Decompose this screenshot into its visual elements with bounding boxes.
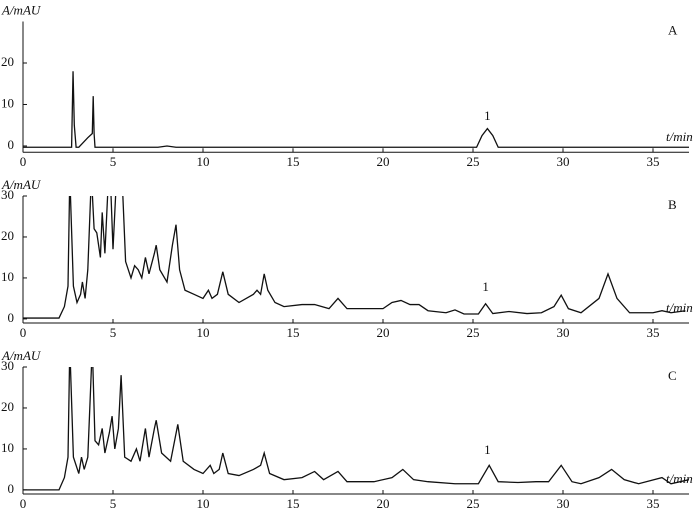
panel: 0 10 20 0 5 10 15 20 25 30 35 A/mAU t/min A 1 xyxy=(1,2,693,169)
x-tick-label: 15 xyxy=(287,325,300,340)
y-tick-label: 30 xyxy=(1,358,14,373)
y-tick-label: 0 xyxy=(8,310,15,325)
x-tick-label: 15 xyxy=(287,154,300,169)
x-tick-label: 10 xyxy=(197,496,210,511)
y-tick-label: 20 xyxy=(1,399,14,414)
x-tick-label: 20 xyxy=(377,496,390,511)
x-tick-label: 35 xyxy=(647,496,660,511)
x-axis-label: t/min xyxy=(666,129,693,144)
x-tick-label: 5 xyxy=(110,496,117,511)
panel: 0 10 20 30 0 5 10 15 20 25 30 35 A/mAU t/min C 1 xyxy=(1,348,693,511)
x-tick-label: 5 xyxy=(110,325,117,340)
panel-label: C xyxy=(668,368,677,383)
panel: 0 10 20 30 0 5 10 15 20 25 30 35 A/mAU t/min B 1 xyxy=(1,177,693,340)
y-tick-label: 30 xyxy=(1,187,14,202)
trace xyxy=(23,367,689,491)
x-tick-label: 15 xyxy=(287,496,300,511)
peak-annotation: 1 xyxy=(484,442,491,457)
trace xyxy=(23,71,689,148)
x-tick-label: 35 xyxy=(647,154,660,169)
y-axis-label: A/mAU xyxy=(1,177,42,192)
peak-annotation: 1 xyxy=(484,108,491,123)
x-tick-label: 30 xyxy=(557,496,570,511)
x-tick-label: 20 xyxy=(377,154,390,169)
panel-label: A xyxy=(668,22,678,37)
x-tick-label: 25 xyxy=(467,154,480,169)
x-tick-label: 25 xyxy=(467,325,480,340)
x-tick-label: 10 xyxy=(197,325,210,340)
x-tick-label: 0 xyxy=(20,325,27,340)
x-axis-label: t/min xyxy=(666,471,693,486)
y-tick-label: 0 xyxy=(8,137,15,152)
x-tick-label: 30 xyxy=(557,154,570,169)
y-tick-label: 0 xyxy=(8,481,15,496)
x-tick-label: 10 xyxy=(197,154,210,169)
x-axis-label: t/min xyxy=(666,300,693,315)
panel-label: B xyxy=(668,197,677,212)
y-axis-label: A/mAU xyxy=(1,348,42,363)
y-tick-label: 20 xyxy=(1,228,14,243)
x-tick-label: 0 xyxy=(20,496,27,511)
y-axis-label: A/mAU xyxy=(1,2,42,17)
x-tick-label: 20 xyxy=(377,325,390,340)
y-tick-label: 20 xyxy=(1,54,14,69)
trace xyxy=(23,196,686,319)
y-tick-label: 10 xyxy=(1,95,14,110)
x-tick-label: 30 xyxy=(557,325,570,340)
x-tick-label: 0 xyxy=(20,154,27,169)
y-tick-label: 10 xyxy=(1,269,14,284)
y-tick-label: 10 xyxy=(1,440,14,455)
x-tick-label: 25 xyxy=(467,496,480,511)
peak-annotation: 1 xyxy=(482,279,489,294)
x-tick-label: 35 xyxy=(647,325,660,340)
x-tick-label: 5 xyxy=(110,154,117,169)
